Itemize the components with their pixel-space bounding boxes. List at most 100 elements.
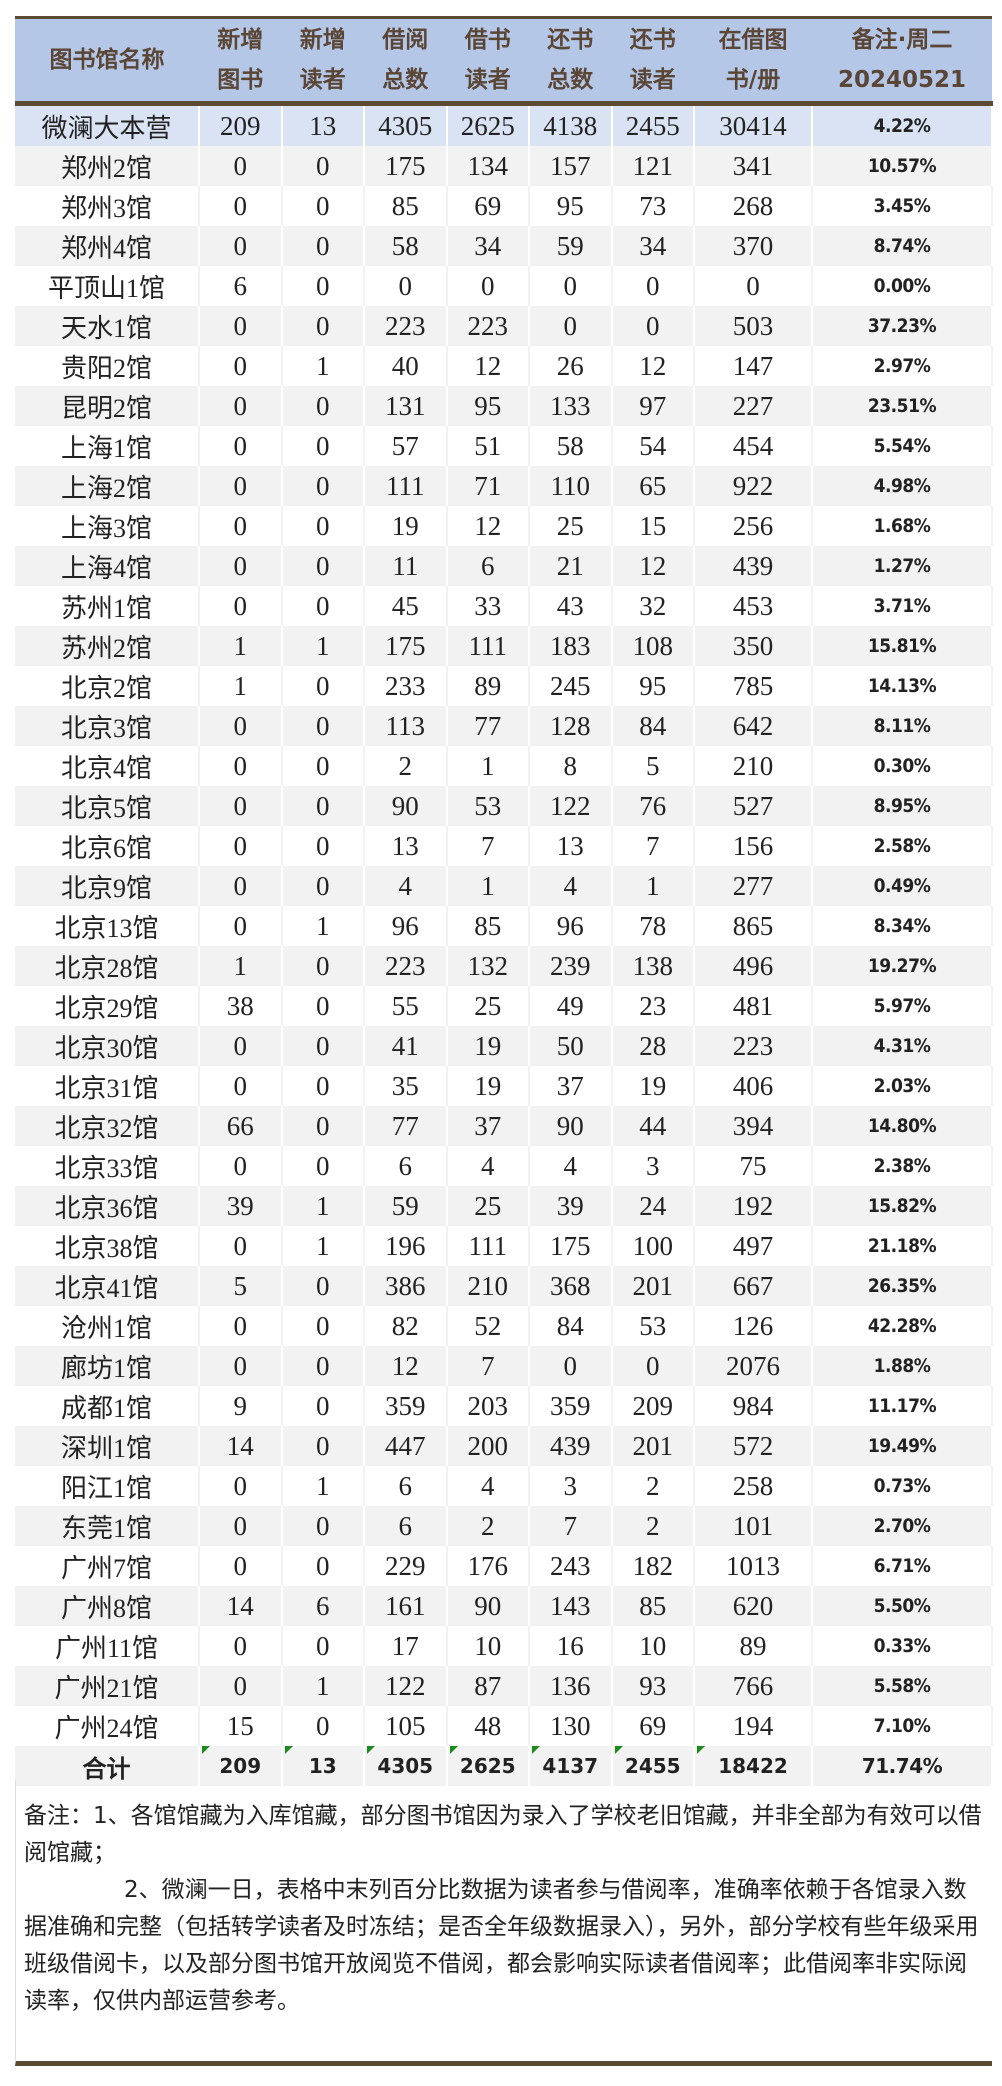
cell-total-returns: 8 <box>529 746 613 786</box>
cell-value: 90 <box>474 1590 502 1621</box>
cell-returning-readers: 0 <box>611 266 695 306</box>
cell-library-name: 郑州3馆 <box>15 186 200 226</box>
cell-borrowing-readers: 2625 <box>446 1746 530 1786</box>
cell-borrow-rate: 0.00% <box>812 266 993 306</box>
error-marker-icon <box>367 1746 375 1754</box>
cell-total-returns: 4 <box>529 866 613 906</box>
cell-returning-readers: 12 <box>611 346 695 386</box>
cell-total-returns: 13 <box>529 826 613 866</box>
cell-value: 0 <box>316 1390 330 1421</box>
cell-value: 71 <box>474 470 502 501</box>
cell-value: 4 <box>398 870 413 901</box>
cell-value: 北京9馆 <box>60 873 152 903</box>
cell-new-readers: 0 <box>281 506 365 546</box>
cell-new-readers: 0 <box>281 666 365 706</box>
cell-value: 北京2馆 <box>60 673 152 703</box>
cell-new-readers: 13 <box>281 1746 365 1786</box>
cell-books-on-loan: 503 <box>694 306 813 346</box>
header-label: 新增 <box>299 27 346 53</box>
table-row: 北京36馆 39 1 59 25 39 24 192 15.82% <box>15 1186 993 1226</box>
cell-value: 161 <box>385 1590 426 1621</box>
cell-value: 209 <box>632 1390 674 1421</box>
cell-total-borrows: 11 <box>364 546 448 586</box>
cell-books-on-loan: 258 <box>694 1466 813 1506</box>
cell-value: 58 <box>391 230 419 261</box>
table-row: 微澜大本营 209 13 4305 2625 4138 2455 30414 4.22% <box>15 103 993 146</box>
cell-books-on-loan: 18422 <box>694 1746 813 1786</box>
cell-borrowing-readers: 77 <box>446 706 530 746</box>
cell-new-readers: 1 <box>281 626 365 666</box>
cell-borrowing-readers: 85 <box>446 906 530 946</box>
cell-value: 15 <box>639 510 667 541</box>
table-row: 广州7馆 0 0 229 176 243 182 1013 6.71% <box>15 1546 993 1586</box>
cell-books-on-loan: 527 <box>694 786 813 826</box>
cell-value: 1 <box>316 350 330 381</box>
cell-value: 廊坊1馆 <box>60 1353 152 1383</box>
header-total-borrows: 借阅 总数 <box>364 16 447 106</box>
cell-borrow-rate: 8.74% <box>812 226 993 266</box>
cell-library-name: 广州21馆 <box>15 1666 200 1706</box>
cell-value: 41 <box>391 1030 419 1061</box>
cell-total-borrows: 2 <box>364 746 448 786</box>
cell-borrow-rate: 0.30% <box>812 746 993 786</box>
cell-value: 7 <box>481 830 495 861</box>
cell-value: 175 <box>385 630 426 661</box>
table-row: 深圳1馆 14 0 447 200 439 201 572 19.49% <box>15 1426 993 1466</box>
cell-total-borrows: 223 <box>364 306 448 346</box>
table-row: 北京33馆 0 0 6 4 4 3 75 2.38% <box>15 1146 993 1186</box>
cell-value: 2076 <box>726 1350 780 1381</box>
cell-value: 8.11% <box>873 715 931 737</box>
cell-value: 11 <box>392 550 419 581</box>
cell-new-books: 0 <box>199 826 283 866</box>
header-label: 读者 <box>629 67 676 93</box>
cell-value: 24 <box>639 1190 667 1221</box>
cell-borrow-rate: 4.22% <box>812 103 993 146</box>
cell-library-name: 东莞1馆 <box>15 1506 200 1546</box>
cell-returning-readers: 24 <box>611 1186 695 1226</box>
cell-returning-readers: 23 <box>611 986 695 1026</box>
header-label: 借阅 <box>382 27 429 53</box>
cell-value: 1 <box>646 870 660 901</box>
cell-returning-readers: 32 <box>611 586 695 626</box>
cell-books-on-loan: 2076 <box>694 1346 813 1386</box>
cell-borrowing-readers: 1 <box>446 746 530 786</box>
cell-value: 25 <box>556 510 584 541</box>
note-1: 备注：1、各馆馆藏为入库馆藏，部分图书馆因为录入了学校老旧馆藏，并非全部为有效可… <box>24 1803 982 1866</box>
cell-total-borrows: 122 <box>364 1666 448 1706</box>
cell-total-borrows: 58 <box>364 226 448 266</box>
table-row: 沧州1馆 0 0 82 52 84 53 126 42.28% <box>15 1306 993 1346</box>
cell-value: 53 <box>474 790 502 821</box>
cell-value: 111 <box>468 630 508 661</box>
cell-borrowing-readers: 12 <box>446 506 530 546</box>
cell-total-returns: 50 <box>529 1026 613 1066</box>
cell-value: 1 <box>316 910 330 941</box>
cell-borrowing-readers: 0 <box>446 266 530 306</box>
header-borrowing-readers: 借书 读者 <box>446 16 529 106</box>
cell-total-returns: 16 <box>529 1626 613 1666</box>
cell-total-borrows: 105 <box>364 1706 448 1746</box>
table-row: 广州11馆 0 0 17 10 16 10 89 0.33% <box>15 1626 993 1666</box>
header-label: 借书 <box>464 27 511 53</box>
cell-value: 243 <box>550 1550 591 1581</box>
cell-value: 43 <box>556 590 584 621</box>
table-row: 北京32馆 66 0 77 37 90 44 394 14.80% <box>15 1106 993 1146</box>
cell-new-books: 0 <box>199 1306 283 1346</box>
cell-returning-readers: 73 <box>611 186 695 226</box>
cell-value: 3.71% <box>873 595 931 617</box>
cell-value: 北京30馆 <box>54 1033 159 1063</box>
cell-library-name: 合计 <box>15 1746 200 1786</box>
cell-borrowing-readers: 90 <box>446 1586 530 1626</box>
cell-value: 0 <box>233 1510 248 1541</box>
cell-total-returns: 143 <box>529 1586 613 1626</box>
cell-new-books: 14 <box>199 1586 283 1626</box>
cell-value: 北京38馆 <box>54 1233 159 1263</box>
cell-value: 82 <box>391 1310 419 1341</box>
cell-value: 5.50% <box>873 1595 931 1617</box>
cell-total-borrows: 82 <box>364 1306 448 1346</box>
cell-value: 130 <box>550 1710 591 1741</box>
cell-value: 0 <box>316 230 330 261</box>
cell-value: 2 <box>646 1510 660 1541</box>
cell-new-books: 0 <box>199 146 283 186</box>
note-2: 2、微澜一日，表格中末列百分比数据为读者参与借阅率，准确率依赖于各馆录入数据准确… <box>24 1877 979 2014</box>
cell-value: 2.70% <box>873 1515 931 1537</box>
